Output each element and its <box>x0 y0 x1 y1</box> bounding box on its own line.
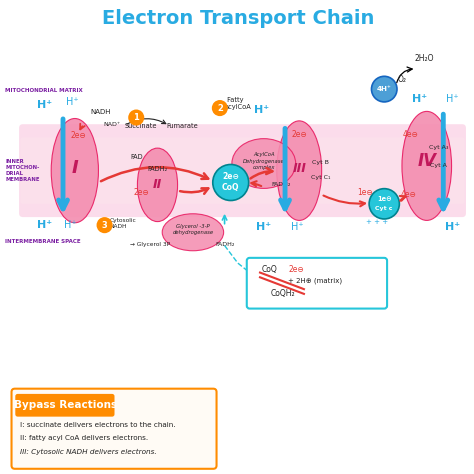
Text: Fumarate: Fumarate <box>166 123 198 129</box>
Ellipse shape <box>162 214 224 251</box>
Ellipse shape <box>232 138 296 188</box>
Ellipse shape <box>277 121 322 220</box>
Text: II: fatty acyl CoA delivers electrons.: II: fatty acyl CoA delivers electrons. <box>20 436 149 441</box>
Circle shape <box>128 109 144 126</box>
Text: III: Cytosolic NADH delivers electrons.: III: Cytosolic NADH delivers electrons. <box>20 449 157 455</box>
Text: 1e⊖: 1e⊖ <box>377 196 392 202</box>
Ellipse shape <box>137 148 178 222</box>
Text: H⁺: H⁺ <box>36 220 52 230</box>
Text: Bypass Reactions: Bypass Reactions <box>14 400 118 410</box>
Text: H⁺: H⁺ <box>254 105 269 115</box>
Circle shape <box>372 76 397 102</box>
Text: H⁺: H⁺ <box>36 100 52 110</box>
Circle shape <box>369 189 400 219</box>
Circle shape <box>97 217 113 233</box>
Text: Cyt C₁: Cyt C₁ <box>311 175 330 180</box>
Text: H⁺: H⁺ <box>256 222 271 232</box>
Text: H⁺: H⁺ <box>291 222 303 232</box>
Text: H⁺: H⁺ <box>445 222 460 232</box>
Text: H⁺: H⁺ <box>447 94 459 104</box>
Text: Succinate: Succinate <box>125 123 157 129</box>
Text: I: I <box>72 159 78 177</box>
Text: FADH₂: FADH₂ <box>215 242 234 246</box>
Text: Cytosolic
NADH: Cytosolic NADH <box>109 218 136 229</box>
Text: I: succinate delivers electrons to the chain.: I: succinate delivers electrons to the c… <box>20 422 176 428</box>
FancyBboxPatch shape <box>11 389 217 469</box>
Text: 4e⊖: 4e⊖ <box>402 129 418 138</box>
Text: 2e⊖: 2e⊖ <box>292 130 307 139</box>
Text: O₂: O₂ <box>398 74 407 83</box>
Text: 2e⊖: 2e⊖ <box>222 173 239 181</box>
Text: FADH₂: FADH₂ <box>272 182 291 187</box>
Text: 3: 3 <box>102 221 108 229</box>
Text: II: II <box>153 178 162 191</box>
Text: Glycerol -3-P
dehydrogenase: Glycerol -3-P dehydrogenase <box>173 224 213 236</box>
Text: Fatty
acylCoA: Fatty acylCoA <box>225 97 251 110</box>
Text: Cyt A: Cyt A <box>430 163 447 168</box>
Text: CoQ: CoQ <box>222 183 239 191</box>
Text: Cyt c: Cyt c <box>375 206 393 211</box>
Text: 2H₂O: 2H₂O <box>415 54 434 63</box>
Ellipse shape <box>51 118 99 223</box>
Text: CoQ: CoQ <box>262 264 277 273</box>
Text: NAD⁺: NAD⁺ <box>103 122 120 127</box>
Text: Cyt A₃: Cyt A₃ <box>429 146 448 150</box>
FancyBboxPatch shape <box>20 137 465 204</box>
Text: MITOCHONDRIAL MATRIX: MITOCHONDRIAL MATRIX <box>5 88 83 92</box>
Text: → Glycerol 3P: → Glycerol 3P <box>130 242 170 246</box>
Text: H⁺: H⁺ <box>66 97 79 107</box>
Text: FAD: FAD <box>130 154 143 160</box>
FancyBboxPatch shape <box>19 124 466 217</box>
Text: FADH₂: FADH₂ <box>147 165 168 172</box>
Text: INNER
MITOCHON-
DRIAL
MEMBRANE: INNER MITOCHON- DRIAL MEMBRANE <box>5 159 40 182</box>
Text: NADH: NADH <box>91 109 111 115</box>
Text: 1e⊖: 1e⊖ <box>357 188 373 197</box>
FancyBboxPatch shape <box>247 258 387 309</box>
Text: 4e⊖: 4e⊖ <box>401 190 417 199</box>
Text: CoQH₂: CoQH₂ <box>271 289 295 298</box>
Text: 1: 1 <box>133 113 139 122</box>
Text: 4H⁺: 4H⁺ <box>377 86 392 92</box>
Text: Electron Transport Chain: Electron Transport Chain <box>101 9 374 28</box>
Text: Cyt B: Cyt B <box>312 160 329 164</box>
Ellipse shape <box>402 111 452 220</box>
Text: 2e⊖: 2e⊖ <box>133 188 149 197</box>
Text: IV: IV <box>417 152 436 170</box>
Text: INTERMEMBRANE SPACE: INTERMEMBRANE SPACE <box>5 239 81 244</box>
Text: AcylCoA
Dehydrogenase
complex: AcylCoA Dehydrogenase complex <box>243 153 285 170</box>
FancyBboxPatch shape <box>15 394 115 417</box>
Text: III: III <box>292 162 306 175</box>
Text: + + +: + + + <box>366 219 388 225</box>
Text: + 2H⊕ (matrix): + 2H⊕ (matrix) <box>288 277 343 283</box>
Circle shape <box>213 164 249 201</box>
Text: 2e⊖: 2e⊖ <box>288 264 304 273</box>
Text: 2: 2 <box>217 104 223 112</box>
Circle shape <box>212 100 228 116</box>
Text: H⁺: H⁺ <box>64 220 76 230</box>
Text: H⁺: H⁺ <box>412 94 427 104</box>
Text: 2e⊖: 2e⊖ <box>70 131 86 140</box>
